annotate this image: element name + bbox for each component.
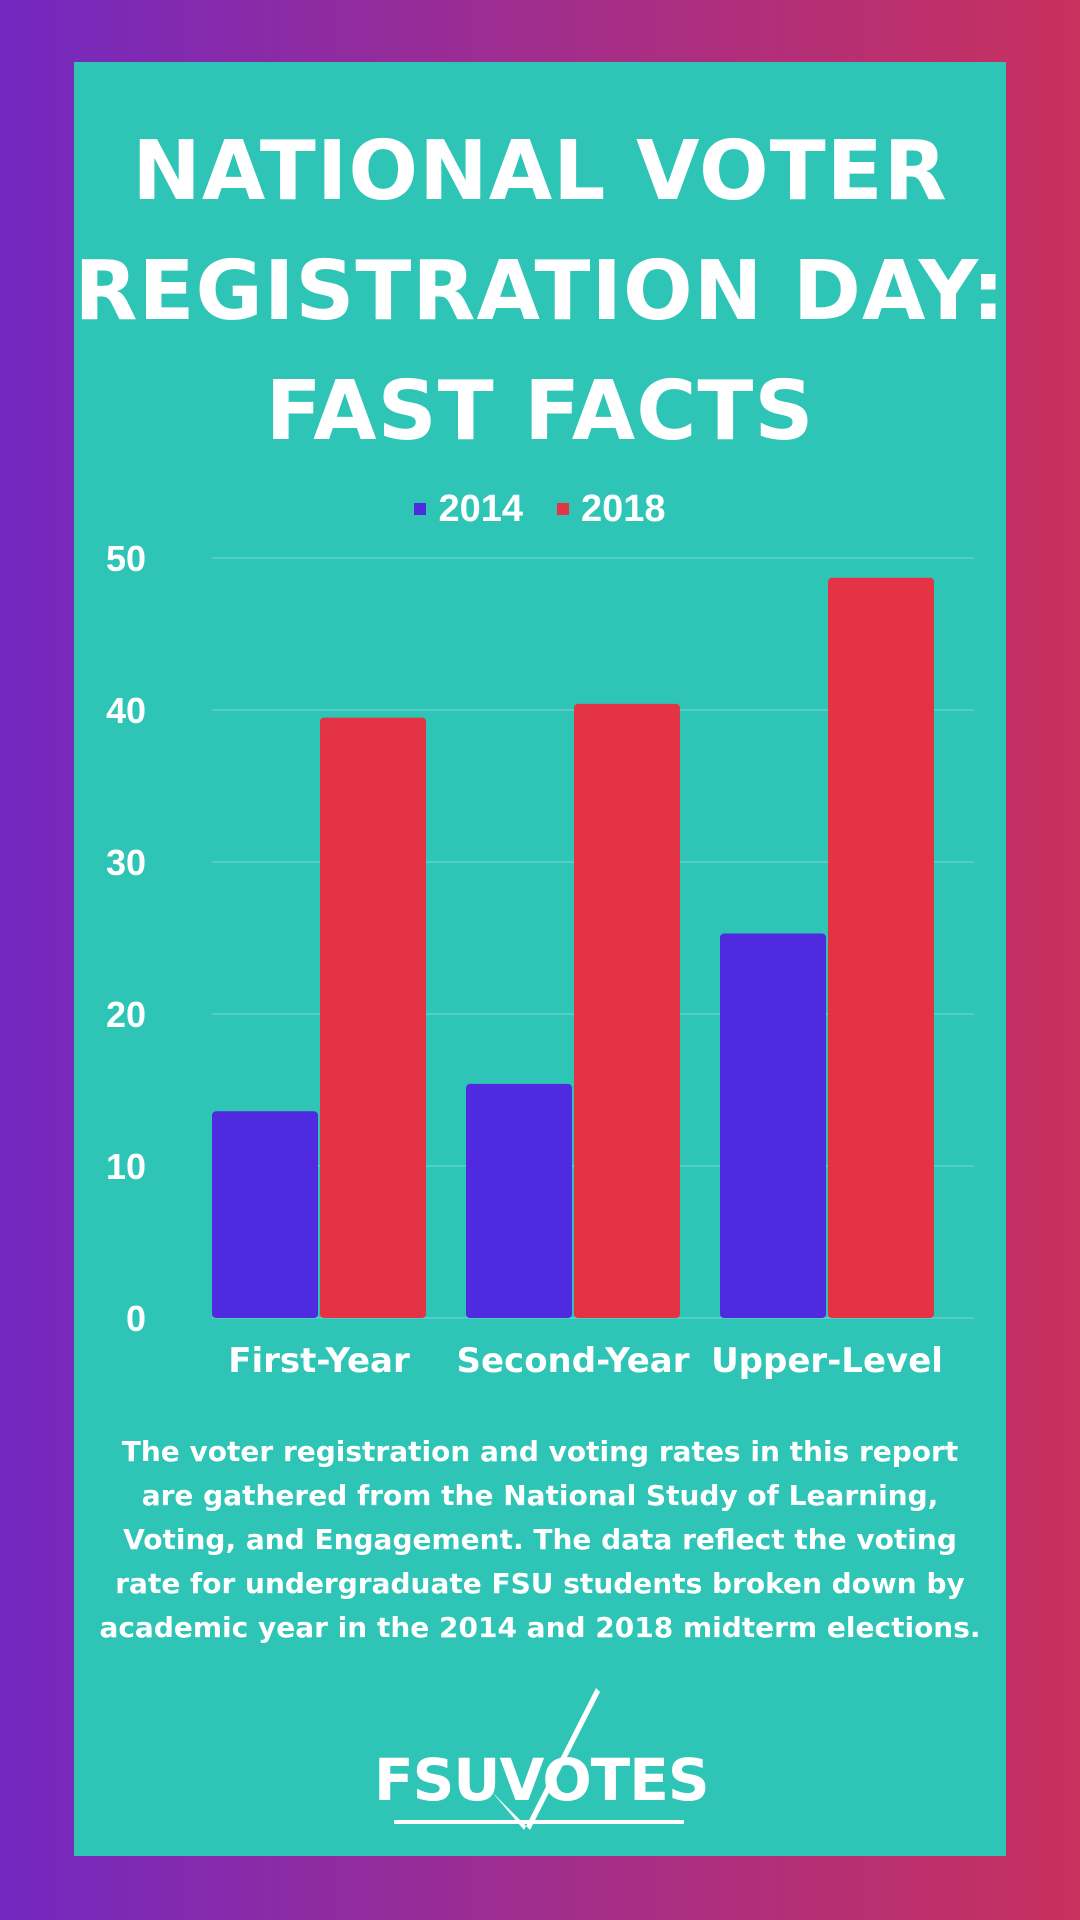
logo-text: FSUVOTES bbox=[374, 1746, 710, 1814]
x-tick-label: Upper-Level bbox=[711, 1341, 943, 1381]
y-tick-label: 40 bbox=[106, 690, 146, 731]
y-tick-label: 10 bbox=[106, 1146, 146, 1187]
y-tick-label: 30 bbox=[106, 842, 146, 883]
y-tick-label: 50 bbox=[106, 538, 146, 579]
bar-chart: 0 10 20 30 40 50 First-Year Second-Year Upper-Le… bbox=[106, 538, 974, 1381]
legend-label-2014: 2014 bbox=[438, 487, 523, 530]
x-tick-label: First-Year bbox=[228, 1341, 410, 1381]
y-tick-label: 0 bbox=[126, 1298, 146, 1339]
legend-label-2018: 2018 bbox=[581, 487, 666, 530]
logo-underline bbox=[394, 1820, 684, 1824]
bar-2014-first-year bbox=[212, 1111, 318, 1318]
title-line-1: NATIONAL VOTER bbox=[132, 124, 948, 219]
bar-2014-second-year bbox=[466, 1083, 572, 1318]
x-tick-label: Second-Year bbox=[457, 1341, 690, 1381]
legend-item-2014: 2014 bbox=[414, 488, 523, 531]
footnote-text: The voter registration and voting rates … bbox=[99, 1435, 981, 1644]
bar-2018-upper-level bbox=[828, 577, 934, 1318]
legend-item-2018: 2018 bbox=[557, 488, 666, 531]
title-line-3: FAST FACTS bbox=[265, 364, 815, 459]
legend-swatch-2014 bbox=[414, 503, 427, 515]
fsuvotes-logo: FSUVOTES bbox=[374, 1682, 710, 1832]
chart-legend: 2014 2018 bbox=[74, 484, 1006, 534]
infographic-panel: NATIONAL VOTER REGISTRATION DAY: FAST FA… bbox=[74, 62, 1006, 1856]
legend-swatch-2018 bbox=[557, 503, 569, 515]
page-title: NATIONAL VOTER REGISTRATION DAY: FAST FA… bbox=[74, 112, 1006, 472]
bar-2018-second-year bbox=[574, 703, 680, 1318]
bar-2018-first-year bbox=[320, 717, 426, 1318]
title-line-2: REGISTRATION DAY: bbox=[74, 244, 1006, 339]
checkmark-icon bbox=[492, 1688, 600, 1830]
y-tick-label: 20 bbox=[106, 994, 146, 1035]
bar-2014-upper-level bbox=[720, 933, 826, 1318]
